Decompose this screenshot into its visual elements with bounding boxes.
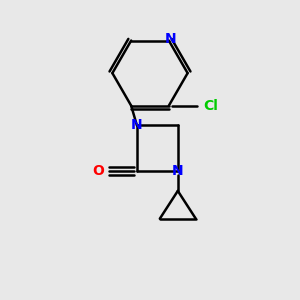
Text: O: O <box>92 164 104 178</box>
Text: Cl: Cl <box>203 99 218 113</box>
Text: N: N <box>131 118 143 133</box>
Text: N: N <box>172 164 184 178</box>
Text: N: N <box>165 32 176 46</box>
